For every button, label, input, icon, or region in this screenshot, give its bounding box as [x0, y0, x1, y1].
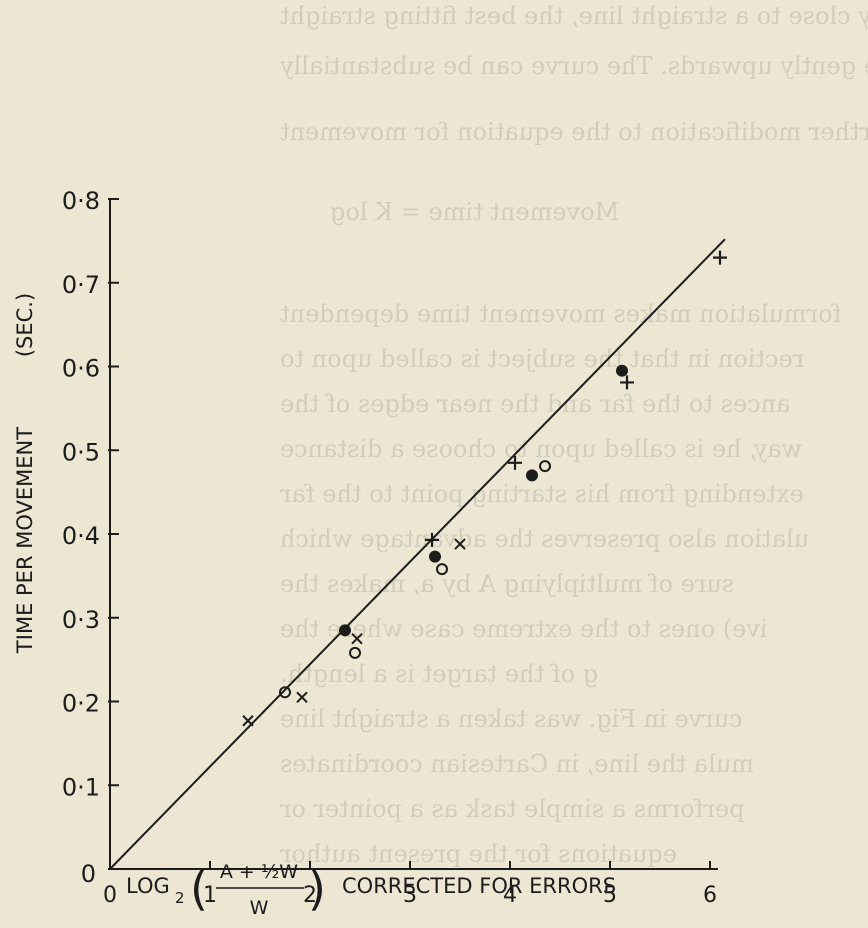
fit-line — [109, 238, 726, 870]
cross-point — [296, 691, 308, 704]
filled-circle-point — [526, 469, 538, 482]
x-label-subscript: 2 — [175, 889, 185, 907]
y-tick-label: 0·2 — [62, 690, 100, 718]
x-tick-label: 1 — [203, 883, 217, 908]
y-tick-label: 0·4 — [62, 522, 100, 550]
x-tick-label: 0 — [103, 883, 117, 908]
open-circle-point — [436, 563, 448, 576]
x-label-prefix: LOG — [126, 874, 170, 898]
x-label-denominator: W — [250, 897, 269, 919]
x-tick-label: 5 — [603, 883, 617, 908]
cross-point — [242, 715, 254, 727]
data-points — [242, 250, 727, 727]
y-tick-label: 0·5 — [62, 438, 100, 466]
plus-point — [508, 455, 522, 470]
y-tick-label: 0·1 — [62, 773, 100, 801]
filled-circle-point — [339, 624, 351, 637]
y-label-main: TIME PER MOVEMENT — [13, 427, 37, 654]
x-tick-label: 4 — [503, 883, 517, 908]
plus-point — [620, 375, 634, 390]
y-tick-label: 0 — [81, 860, 96, 888]
fit-line-group — [109, 238, 726, 870]
open-circle-point — [279, 686, 291, 699]
x-label-paren-open: ( — [190, 862, 208, 916]
y-axis-label: TIME PER MOVEMENT (SEC.) — [13, 293, 37, 654]
x-axis-label: LOG 2 ( A + ½W W) CORRECTED FOR ERRORS — [126, 861, 616, 919]
x-tick-label: 6 — [703, 883, 717, 908]
filled-circle-point — [616, 364, 628, 377]
cross-point — [454, 538, 466, 550]
cross-point — [351, 632, 363, 645]
x-label-paren-close: ) — [308, 862, 326, 916]
y-tick-label: 0·3 — [62, 606, 100, 634]
chart-axes: 00·10·20·30·40·50·60·70·80 1 2 3 4 5 6 — [62, 187, 718, 908]
plus-point — [425, 532, 439, 547]
plus-point — [713, 250, 727, 265]
open-circle-point — [349, 646, 361, 659]
y-tick-label: 0·6 — [62, 355, 100, 383]
x-tick-label: 2 — [303, 883, 317, 908]
axis-labels: LOG 2 ( A + ½W W) CORRECTED FOR ERRORS TIME PE… — [13, 293, 616, 919]
x-label-suffix: CORRECTED FOR ERRORS — [342, 874, 616, 898]
open-circle-point — [539, 460, 551, 473]
y-label-unit: (SEC.) — [13, 293, 37, 357]
x-tick-label: 3 — [403, 883, 417, 908]
y-tick-label: 0·8 — [62, 187, 100, 215]
y-tick-label: 0·7 — [62, 271, 100, 299]
filled-circle-point — [429, 550, 441, 563]
x-label-numerator: A + ½W — [220, 861, 298, 883]
